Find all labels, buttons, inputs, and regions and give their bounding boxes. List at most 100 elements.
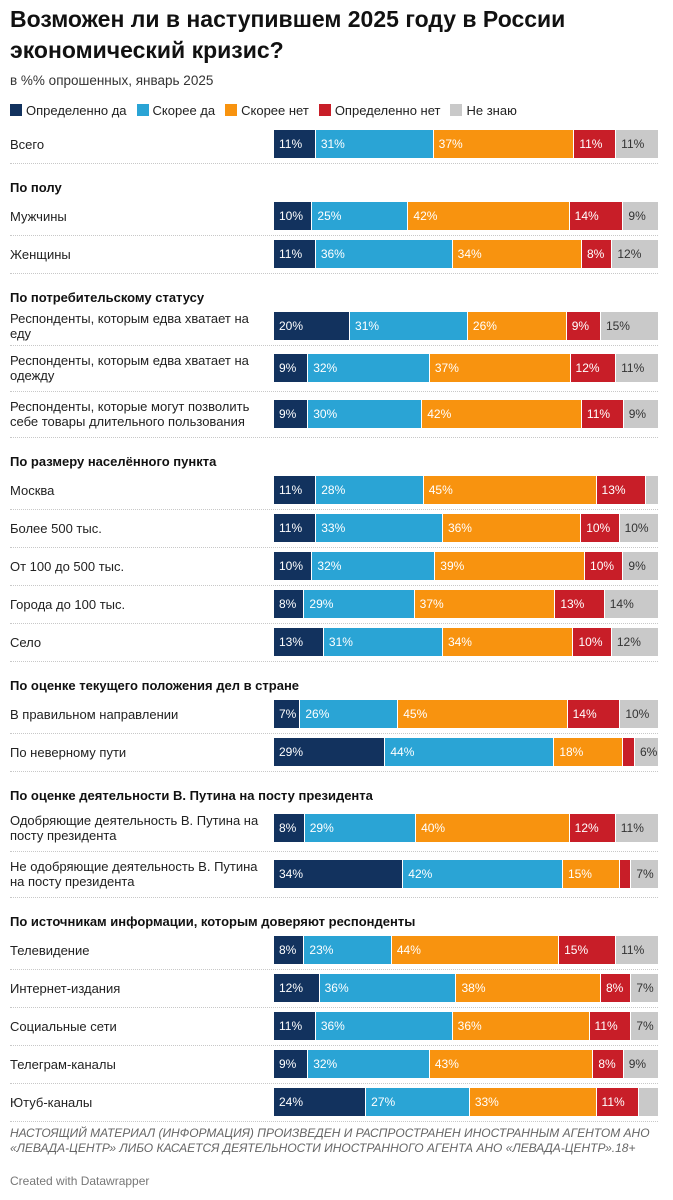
row-divider bbox=[10, 547, 658, 548]
data-label: 24% bbox=[279, 1095, 304, 1109]
row-divider bbox=[10, 771, 658, 772]
data-label: 42% bbox=[413, 209, 438, 223]
bar-segment-rather_no: 36% bbox=[452, 1012, 590, 1040]
data-label: 30% bbox=[313, 407, 338, 421]
row-label: Ютуб-каналы bbox=[10, 1094, 93, 1110]
bar-segment-def_yes: 13% bbox=[274, 628, 324, 656]
data-label: 14% bbox=[609, 597, 634, 611]
data-label: 14% bbox=[574, 209, 599, 223]
row-divider bbox=[10, 437, 658, 438]
data-label: 9% bbox=[628, 407, 647, 421]
bar-segment-dont_know: 6% bbox=[634, 738, 658, 766]
bar-segment-dont_know: 12% bbox=[611, 628, 658, 656]
bar-segment-rather_no: 33% bbox=[469, 1088, 597, 1116]
data-label: 14% bbox=[572, 707, 597, 721]
bar-segment-def_yes: 10% bbox=[274, 552, 313, 580]
row-divider bbox=[10, 1121, 658, 1122]
bar-segment-rather_yes: 32% bbox=[308, 1050, 430, 1078]
bar-segment-def_yes: 9% bbox=[274, 400, 309, 428]
bar-segment-def_no: 10% bbox=[585, 552, 624, 580]
stacked-bar: 34% 42% 15% 7% bbox=[274, 860, 658, 888]
data-label: 26% bbox=[472, 319, 497, 333]
stacked-bar: 10% 32% 39% 10% 9% bbox=[274, 552, 658, 580]
data-label: 36% bbox=[320, 1019, 345, 1033]
bar-segment-rather_yes: 31% bbox=[323, 628, 443, 656]
legend-swatch bbox=[318, 104, 331, 116]
group-header: По полу bbox=[10, 180, 62, 195]
bar-segment-rather_no: 34% bbox=[452, 240, 582, 268]
data-label: 37% bbox=[434, 361, 459, 375]
data-label: 37% bbox=[438, 137, 463, 151]
data-label: 12% bbox=[575, 361, 600, 375]
data-label: 20% bbox=[279, 319, 304, 333]
row-label: Социальные сети bbox=[10, 1018, 117, 1034]
bar-segment-rather_no: 45% bbox=[398, 700, 568, 728]
row-label: Одобряющие деятельность В. Путина на пос… bbox=[10, 813, 259, 843]
data-label: 29% bbox=[309, 821, 334, 835]
bar-segment-dont_know: 7% bbox=[631, 860, 658, 888]
bar-segment-rather_no: 45% bbox=[423, 476, 597, 504]
row-label: Москва bbox=[10, 482, 55, 498]
row-label: Респонденты, которые могут позволить себ… bbox=[10, 399, 250, 429]
bar-segment-def_yes: 11% bbox=[274, 130, 316, 158]
bar-segment-rather_yes: 23% bbox=[304, 936, 392, 964]
bar-segment-rather_yes: 28% bbox=[316, 476, 424, 504]
row-label: По неверному пути bbox=[10, 744, 127, 760]
bar-segment-rather_no: 42% bbox=[408, 202, 570, 230]
row-label: Респонденты, которым едва хватает на еду bbox=[10, 311, 249, 341]
bar-segment-rather_yes: 30% bbox=[308, 400, 423, 428]
stacked-bar: 11% 31% 37% 11% 11% bbox=[274, 130, 658, 158]
bar-segment-rather_yes: 44% bbox=[385, 738, 555, 766]
legend-item-dont_know: Не знаю bbox=[450, 103, 517, 118]
data-label: 15% bbox=[564, 943, 589, 957]
bar-segment-def_no: 9% bbox=[566, 312, 601, 340]
legend-item-rather_no: Скорее нет bbox=[225, 103, 309, 118]
bar-segment-rather_no: 44% bbox=[391, 936, 560, 964]
bar-segment-def_no: 11% bbox=[581, 400, 624, 428]
row-divider bbox=[10, 733, 658, 734]
legend-swatch bbox=[225, 104, 238, 116]
data-label: 25% bbox=[317, 209, 342, 223]
row-divider bbox=[10, 509, 658, 510]
data-label: 11% bbox=[621, 361, 645, 375]
row-divider bbox=[10, 623, 658, 624]
row-divider bbox=[10, 391, 658, 392]
bar-segment-def_yes: 34% bbox=[274, 860, 404, 888]
data-label: 8% bbox=[598, 1057, 616, 1071]
data-label: 9% bbox=[628, 559, 646, 573]
data-label: 7% bbox=[636, 981, 654, 995]
bar-segment-dont_know bbox=[646, 476, 658, 504]
credit: Created with Datawrapper bbox=[10, 1174, 150, 1188]
bar-segment-def_no: 12% bbox=[569, 814, 616, 842]
stacked-bar: 11% 36% 34% 8% 12% bbox=[274, 240, 658, 268]
row-label: От 100 до 500 тыс. bbox=[10, 558, 125, 574]
data-label: 10% bbox=[279, 559, 304, 573]
bar-segment-def_no: 13% bbox=[555, 590, 605, 618]
bar-segment-def_yes: 8% bbox=[274, 814, 305, 842]
stacked-bar: 8% 29% 40% 12% 11% bbox=[274, 814, 658, 842]
data-label: 10% bbox=[625, 707, 650, 721]
bar-segment-def_yes: 24% bbox=[274, 1088, 367, 1116]
bar-segment-def_yes: 8% bbox=[274, 590, 305, 618]
row-label: В правильном направлении bbox=[10, 706, 179, 722]
data-label: 45% bbox=[403, 707, 428, 721]
footnote: НАСТОЯЩИЙ МАТЕРИАЛ (ИНФОРМАЦИЯ) ПРОИЗВЕД… bbox=[10, 1126, 650, 1155]
row-label: Не одобряющие деятельность В. Путина на … bbox=[10, 859, 258, 889]
bar-segment-dont_know bbox=[638, 1088, 658, 1116]
row-divider bbox=[10, 1007, 658, 1008]
data-label: 11% bbox=[621, 943, 645, 957]
data-label: 11% bbox=[620, 821, 644, 835]
data-label: 29% bbox=[309, 597, 334, 611]
stacked-bar: 11% 36% 36% 11% 7% bbox=[274, 1012, 658, 1040]
bar-segment-rather_no: 38% bbox=[456, 974, 601, 1002]
bar-segment-dont_know: 9% bbox=[623, 202, 658, 230]
bar-segment-dont_know: 10% bbox=[620, 700, 658, 728]
bar-segment-dont_know: 10% bbox=[619, 514, 658, 542]
data-label: 12% bbox=[617, 247, 642, 261]
data-label: 39% bbox=[440, 559, 465, 573]
row-divider bbox=[10, 273, 658, 274]
stacked-bar: 8% 29% 37% 13% 14% bbox=[274, 590, 658, 618]
data-label: 8% bbox=[279, 821, 297, 835]
data-label: 8% bbox=[279, 943, 297, 957]
bar-segment-def_yes: 9% bbox=[274, 1050, 309, 1078]
